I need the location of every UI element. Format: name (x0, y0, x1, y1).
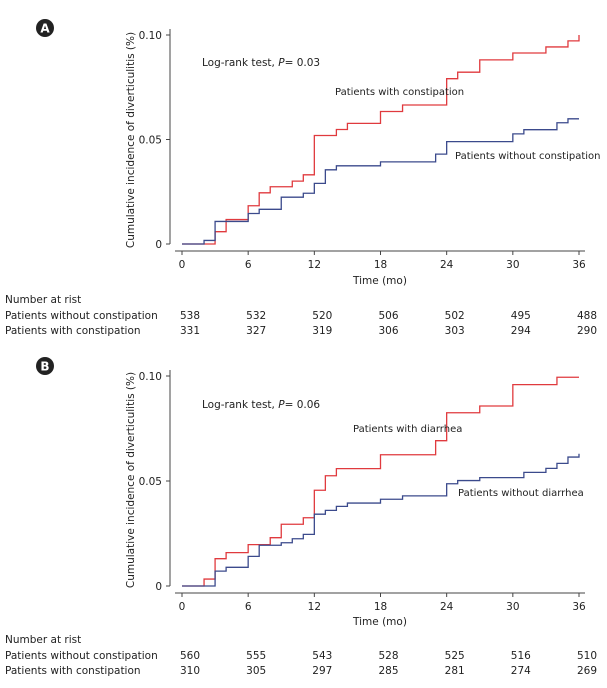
series-label: Patients with diarrhea (353, 424, 462, 435)
y-tick-label: 0.10 (139, 371, 162, 383)
risk-value: 303 (445, 325, 465, 337)
y-tick-label: 0.05 (139, 135, 162, 147)
y-tick-label: 0 (155, 581, 162, 593)
risk-row-label: Patients without constipation (5, 650, 158, 662)
risk-value: 495 (511, 310, 531, 322)
x-tick-label: 30 (506, 601, 519, 613)
x-tick-label: 6 (245, 259, 252, 271)
series-line-with (182, 376, 579, 587)
logrank-p: P (278, 399, 285, 411)
risk-value: 510 (577, 650, 597, 662)
series-label: Patients with constipation (335, 87, 464, 98)
risk-value: 285 (378, 665, 398, 677)
panel-label-badge (36, 19, 54, 37)
y-tick-label: 0.05 (139, 476, 162, 488)
risk-value: 297 (312, 665, 332, 677)
risk-value: 306 (378, 325, 398, 337)
x-tick-label: 0 (179, 601, 186, 613)
x-tick-label: 36 (572, 601, 586, 613)
risk-value: 488 (577, 310, 597, 322)
x-tick-label: 36 (572, 259, 586, 271)
logrank-annotation: Log-rank test, P= 0.06 (202, 399, 320, 411)
risk-value: 281 (445, 665, 465, 677)
risk-value: 290 (577, 325, 597, 337)
x-tick-label: 30 (506, 259, 519, 271)
risk-value: 331 (180, 325, 200, 337)
risk-value: 310 (180, 665, 200, 677)
x-tick-label: 0 (179, 259, 186, 271)
panel-label: A (40, 22, 50, 36)
x-axis-label: Time (mo) (352, 275, 407, 287)
x-axis-label: Time (mo) (352, 616, 407, 628)
risk-value: 269 (577, 665, 597, 677)
risk-value: 525 (445, 650, 465, 662)
logrank-value: = 0.06 (285, 399, 321, 411)
logrank-p: P (278, 57, 285, 69)
risk-value: 560 (180, 650, 200, 662)
logrank-value: = 0.03 (285, 57, 321, 69)
logrank-text: Log-rank test, (202, 57, 278, 69)
x-tick-label: 6 (245, 601, 252, 613)
x-tick-label: 12 (308, 259, 321, 271)
risk-value: 319 (312, 325, 332, 337)
series-line-with (182, 35, 580, 245)
y-axis-label: Cumulative incidence of diverticulitis (… (125, 32, 137, 248)
x-tick-label: 24 (440, 601, 454, 613)
series-line-without (182, 453, 580, 587)
risk-value: 502 (445, 310, 465, 322)
risk-value: 294 (511, 325, 531, 337)
x-tick-label: 12 (308, 601, 321, 613)
logrank-text: Log-rank test, (202, 399, 278, 411)
risk-value: 538 (180, 310, 200, 322)
risk-value: 532 (246, 310, 266, 322)
risk-value: 555 (246, 650, 266, 662)
y-tick-label: 0 (155, 239, 162, 251)
series-line-without (182, 118, 579, 245)
series-label: Patients without constipation (455, 151, 600, 162)
risk-value: 520 (312, 310, 332, 322)
x-tick-label: 24 (440, 259, 454, 271)
risk-value: 516 (511, 650, 531, 662)
x-tick-label: 18 (374, 601, 387, 613)
risk-row-label: Patients with constipation (5, 325, 141, 337)
panel-label: B (40, 360, 49, 374)
risk-value: 274 (511, 665, 531, 677)
panel-label-badge (36, 357, 54, 375)
risk-value: 528 (378, 650, 398, 662)
risk-value: 327 (246, 325, 266, 337)
series-label: Patients without diarrhea (458, 488, 584, 499)
panel-b: B 0 0.05 0.10 0 6 12 18 24 30 36 Time (mo) Cumulativ… (5, 357, 597, 677)
risk-table-title: Number at rist (5, 634, 81, 646)
risk-value: 506 (378, 310, 398, 322)
risk-value: 305 (246, 665, 266, 677)
risk-table-title: Number at rist (5, 294, 81, 306)
risk-value: 543 (312, 650, 332, 662)
y-axis-label: Cumulative incidence of diverticulitis (… (125, 372, 137, 588)
y-tick-label: 0.10 (139, 30, 162, 42)
risk-row-label: Patients without constipation (5, 310, 158, 322)
risk-row-label: Patients with constipation (5, 665, 141, 677)
logrank-annotation: Log-rank test, P= 0.03 (202, 57, 320, 69)
x-tick-label: 18 (374, 259, 387, 271)
panel-a: A 0 0.05 0.10 0 6 12 18 24 30 36 Time (mo) Cumulativ… (5, 19, 600, 337)
